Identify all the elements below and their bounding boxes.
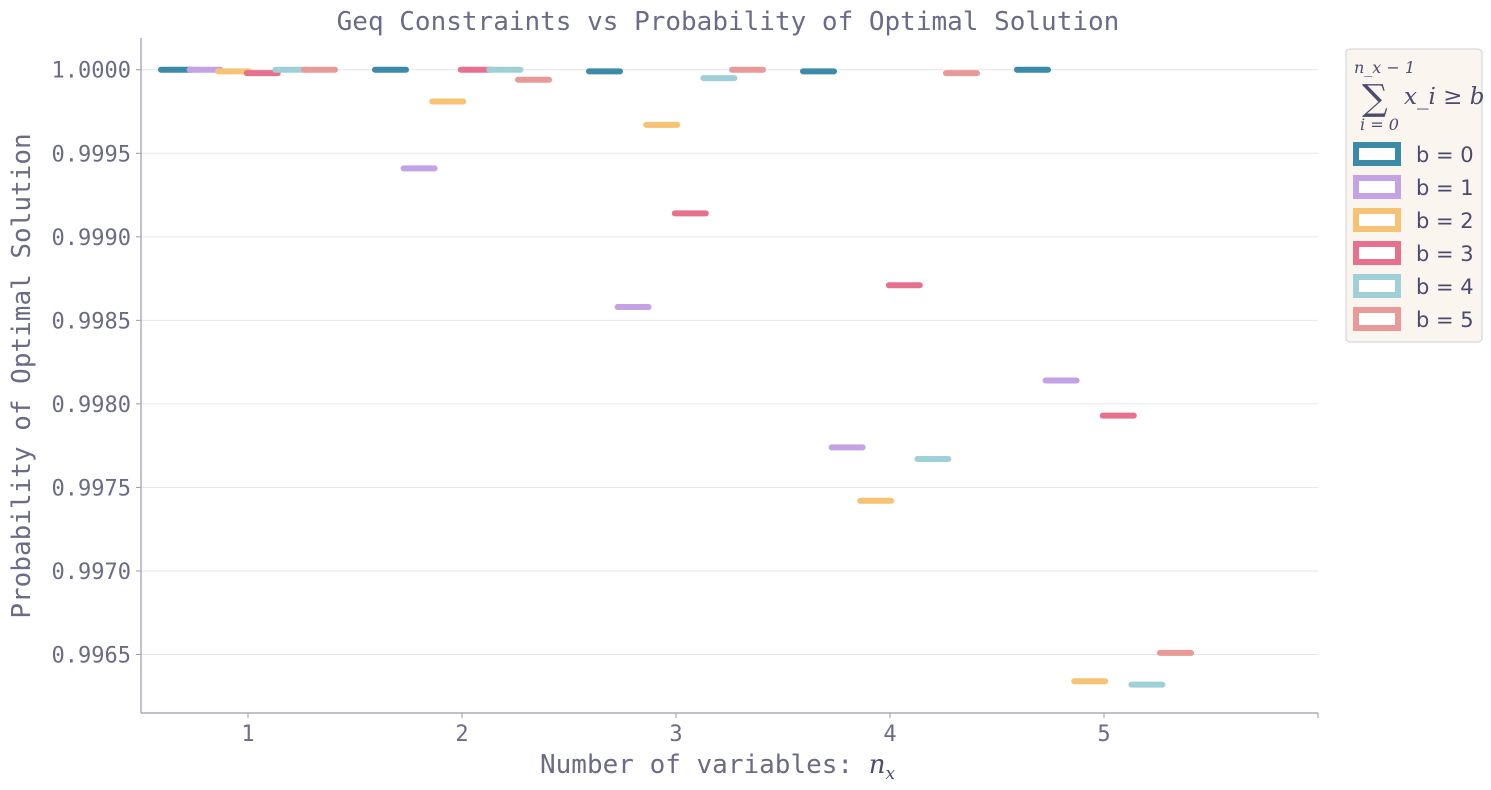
axes — [140, 38, 1318, 714]
legend-label: b = 5 — [1416, 308, 1474, 332]
legend-swatch — [1353, 208, 1401, 232]
y-tick-label: 0.9990 — [52, 226, 131, 251]
y-tick-label: 1.0000 — [52, 59, 131, 84]
x-axis-label-math: n — [869, 750, 886, 780]
grid-lines — [141, 69, 1318, 656]
legend-title-sigma: ∑ — [1362, 78, 1388, 119]
x-tick-label: 3 — [669, 722, 682, 747]
legend-label: b = 4 — [1416, 275, 1474, 299]
x-axis-label-sub: x — [885, 764, 895, 784]
y-tick-label: 0.9995 — [52, 142, 131, 167]
legend-swatch — [1353, 274, 1401, 298]
legend-swatch — [1353, 307, 1401, 331]
x-axis-label: Number of variables: nx — [540, 750, 895, 784]
legend-label: b = 3 — [1416, 242, 1474, 266]
y-axis-label: Probability of Optimal Solution — [7, 133, 37, 618]
legend: n_x − 1 ∑ x_i ≥ b i = 0 b = 0b = 1b = 2b… — [1345, 48, 1484, 343]
bar-marks — [158, 66, 1194, 688]
x-tick-label: 4 — [883, 722, 896, 747]
y-ticks: 0.9965 0.9970 0.9975 0.9980 0.9985 0.9990 0.99… — [52, 59, 141, 669]
x-ticks: 1 2 3 4 5 — [241, 713, 1319, 747]
legend-box — [1345, 48, 1483, 343]
x-tick-label: 2 — [455, 722, 468, 747]
legend-title: n_x − 1 ∑ x_i ≥ b i = 0 — [1354, 58, 1484, 134]
legend-label: b = 0 — [1416, 143, 1474, 167]
x-tick-label: 1 — [241, 722, 254, 747]
y-tick-label: 0.9980 — [52, 393, 131, 418]
y-tick-label: 0.9965 — [52, 644, 131, 669]
legend-title-expr: x_i ≥ b — [1404, 84, 1484, 110]
legend-title-lower: i = 0 — [1360, 115, 1399, 134]
y-tick-label: 0.9975 — [52, 476, 131, 501]
legend-swatch — [1353, 241, 1401, 265]
chart-title: Geq Constraints vs Probability of Optima… — [337, 7, 1120, 37]
x-tick-label: 5 — [1097, 722, 1110, 747]
legend-swatch — [1353, 175, 1401, 199]
y-tick-label: 0.9970 — [52, 560, 131, 585]
x-axis-label-text: Number of variables: — [540, 750, 869, 780]
legend-label: b = 2 — [1416, 209, 1474, 233]
legend-items: b = 0 b = 1 b = 2 b = 3 b = 4 b = 5 — [1353, 142, 1474, 332]
y-tick-label: 0.9985 — [52, 309, 131, 334]
legend-swatch — [1353, 142, 1401, 166]
legend-label: b = 1 — [1416, 176, 1474, 200]
legend-title-upper: n_x − 1 — [1354, 58, 1415, 77]
